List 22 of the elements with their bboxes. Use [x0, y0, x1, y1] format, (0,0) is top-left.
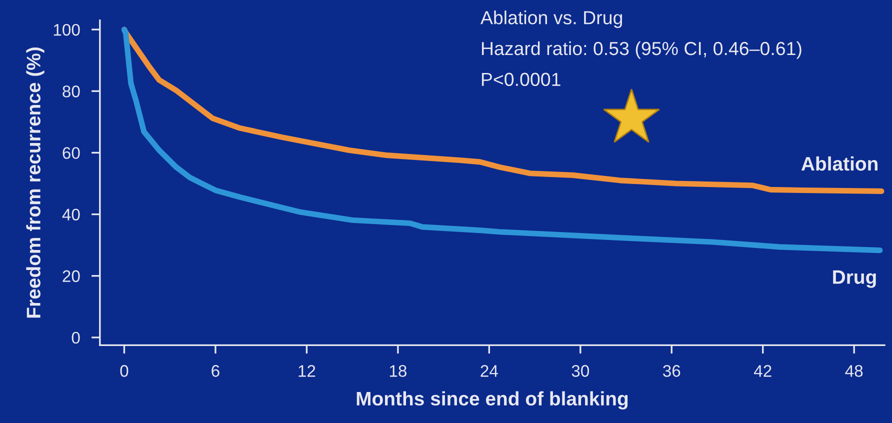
y-tick-label: 0 [72, 332, 80, 344]
x-tick-label: 42 [754, 365, 772, 377]
series-label: Drug [833, 270, 876, 288]
y-tick-label: 60 [62, 147, 80, 159]
x-tick-label: 18 [390, 365, 406, 377]
annotation: Hazard ratio: 0.53 (95% CI, 0.46–0.61) [482, 41, 802, 59]
y-tick-label: 80 [62, 86, 80, 98]
y-tick-label: 100 [54, 24, 80, 36]
y-tick-label: 20 [62, 270, 80, 282]
y-tick-label: 40 [62, 208, 80, 220]
x-axis-title: Months since end of blanking [356, 391, 628, 410]
x-tick-label: 0 [120, 365, 128, 377]
x-tick-label: 30 [572, 365, 590, 377]
y-axis-title: Freedom from recurrence (%) [26, 48, 44, 318]
series-label: Ablation [801, 156, 878, 171]
x-tick-label: 24 [480, 365, 498, 377]
annotation: Ablation vs. Drug [480, 10, 622, 28]
x-tick-label: 36 [663, 365, 680, 377]
x-tick-label: 6 [212, 365, 220, 377]
annotation: P<0.0001 [482, 72, 560, 86]
x-tick-label: 12 [298, 365, 316, 377]
x-tick-label: 48 [845, 365, 863, 377]
